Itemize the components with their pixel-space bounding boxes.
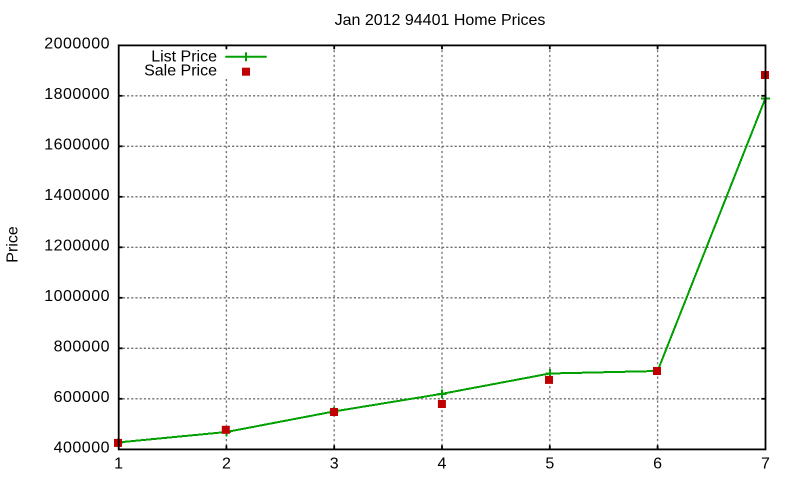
svg-text:7: 7 bbox=[761, 456, 770, 473]
svg-text:1400000: 1400000 bbox=[44, 187, 110, 204]
svg-text:6: 6 bbox=[653, 456, 662, 473]
svg-text:800000: 800000 bbox=[54, 339, 110, 356]
svg-text:1800000: 1800000 bbox=[44, 86, 110, 103]
svg-text:Price: Price bbox=[5, 226, 22, 263]
svg-text:2000000: 2000000 bbox=[44, 36, 110, 53]
svg-text:400000: 400000 bbox=[54, 440, 110, 457]
svg-text:1600000: 1600000 bbox=[44, 137, 110, 154]
svg-text:Sale Price: Sale Price bbox=[144, 62, 217, 79]
svg-text:5: 5 bbox=[545, 456, 554, 473]
svg-text:600000: 600000 bbox=[54, 389, 110, 406]
svg-text:1000000: 1000000 bbox=[44, 288, 110, 305]
svg-text:4: 4 bbox=[438, 456, 447, 473]
svg-text:Jan 2012 94401 Home Prices: Jan 2012 94401 Home Prices bbox=[335, 12, 546, 29]
svg-text:List Price: List Price bbox=[151, 48, 217, 65]
svg-text:1: 1 bbox=[114, 456, 123, 473]
svg-text:1200000: 1200000 bbox=[44, 238, 110, 255]
svg-text:2: 2 bbox=[222, 456, 231, 473]
svg-text:3: 3 bbox=[330, 456, 339, 473]
